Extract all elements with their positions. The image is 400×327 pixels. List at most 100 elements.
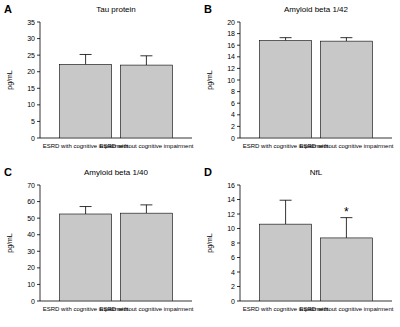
error-cap xyxy=(140,204,152,205)
error-bar xyxy=(340,218,352,238)
y-tick-label: 70 xyxy=(27,182,35,189)
error-cap xyxy=(140,55,152,56)
y-axis-label: pg/mL xyxy=(6,70,14,90)
y-tick xyxy=(237,138,240,139)
plot-area xyxy=(260,38,373,138)
x-tick-label: ESRD without cognitive impairment xyxy=(299,306,393,312)
y-tick xyxy=(237,22,240,23)
error-cap xyxy=(340,37,352,38)
error-stem xyxy=(285,200,286,224)
y-tick xyxy=(37,201,40,202)
bar xyxy=(60,64,112,138)
y-tick-label: 8 xyxy=(231,240,235,247)
chart-title: Tau protein xyxy=(96,5,136,14)
y-tick-label: 8 xyxy=(231,88,235,95)
plot-area xyxy=(60,205,173,301)
y-tick-label: 12 xyxy=(227,211,235,218)
error-cap xyxy=(80,206,92,207)
y-tick xyxy=(237,33,240,34)
figure: ATau proteinpg/mL05101520253035ESRD with… xyxy=(0,0,400,327)
y-tick-label: 10 xyxy=(227,225,235,232)
y-tick-label: 0 xyxy=(231,135,235,142)
y-tick xyxy=(37,218,40,219)
y-tick-label: 6 xyxy=(231,254,235,261)
error-bar xyxy=(80,54,92,64)
y-tick xyxy=(237,214,240,215)
y-tick-label: 0 xyxy=(31,135,35,142)
y-axis xyxy=(40,185,41,301)
y-tick xyxy=(37,104,40,105)
error-cap xyxy=(280,37,292,38)
y-tick xyxy=(237,301,240,302)
panel-label: A xyxy=(4,3,12,15)
y-axis-label: pg/mL xyxy=(6,233,14,253)
y-tick-label: 30 xyxy=(27,35,35,42)
y-tick xyxy=(237,199,240,200)
panel: CAmyloid beta 1/40pg/mL010203040506070ES… xyxy=(4,166,194,312)
y-tick-label: 20 xyxy=(227,19,235,26)
y-tick xyxy=(237,45,240,46)
y-tick xyxy=(37,88,40,89)
y-tick xyxy=(237,126,240,127)
y-tick-label: 40 xyxy=(27,231,35,238)
y-tick xyxy=(237,80,240,81)
y-tick xyxy=(37,121,40,122)
y-tick xyxy=(37,71,40,72)
y-tick-label: 16 xyxy=(227,182,235,189)
error-bar xyxy=(80,207,92,214)
bar xyxy=(120,65,172,138)
y-tick xyxy=(237,114,240,115)
y-tick xyxy=(37,301,40,302)
y-tick xyxy=(37,284,40,285)
error-cap xyxy=(80,54,92,55)
error-bar xyxy=(280,38,292,41)
error-stem xyxy=(346,38,347,41)
bar xyxy=(120,213,172,301)
chart-title: Amyloid beta 1/40 xyxy=(84,168,149,177)
y-tick-label: 20 xyxy=(27,264,35,271)
y-tick-label: 30 xyxy=(27,248,35,255)
y-tick-label: 6 xyxy=(231,100,235,107)
y-axis-label: pg/mL xyxy=(206,233,214,253)
error-stem xyxy=(285,38,286,41)
error-bar xyxy=(140,205,152,213)
plot-area xyxy=(260,200,373,301)
y-tick-label: 35 xyxy=(27,19,35,26)
x-tick-label: ESRD without cognitive impairment xyxy=(99,306,193,312)
bar xyxy=(320,238,372,301)
y-tick xyxy=(237,272,240,273)
y-tick xyxy=(37,185,40,186)
y-tick xyxy=(37,38,40,39)
y-tick-label: 10 xyxy=(27,101,35,108)
y-tick-label: 2 xyxy=(231,123,235,130)
x-tick-label: ESRD without cognitive impairment xyxy=(99,143,193,149)
y-tick xyxy=(237,257,240,258)
annotation: * xyxy=(344,205,349,219)
y-tick xyxy=(237,91,240,92)
y-axis xyxy=(40,22,41,138)
panel: DNfLpg/mL0246810121416ESRD with cognitiv… xyxy=(204,166,394,312)
y-tick xyxy=(37,138,40,139)
y-tick-label: 14 xyxy=(227,196,235,203)
y-tick-label: 16 xyxy=(227,42,235,49)
error-bar xyxy=(280,200,292,224)
y-tick xyxy=(37,55,40,56)
y-tick-label: 14 xyxy=(227,53,235,60)
y-tick-label: 10 xyxy=(227,77,235,84)
chart-title: Amyloid beta 1/42 xyxy=(284,5,349,14)
y-tick xyxy=(237,286,240,287)
y-tick-label: 5 xyxy=(31,118,35,125)
error-stem xyxy=(146,205,147,213)
bar xyxy=(320,41,372,138)
y-tick-label: 12 xyxy=(227,65,235,72)
panel: BAmyloid beta 1/42pg/mL02468101214161820… xyxy=(204,3,394,149)
y-tick-label: 0 xyxy=(31,298,35,305)
y-tick xyxy=(37,251,40,252)
y-tick-label: 50 xyxy=(27,215,35,222)
y-tick-label: 2 xyxy=(231,283,235,290)
x-tick-label: ESRD without cognitive impairment xyxy=(299,143,393,149)
y-tick xyxy=(237,228,240,229)
y-tick xyxy=(37,267,40,268)
y-tick xyxy=(237,103,240,104)
y-tick-label: 4 xyxy=(231,269,235,276)
